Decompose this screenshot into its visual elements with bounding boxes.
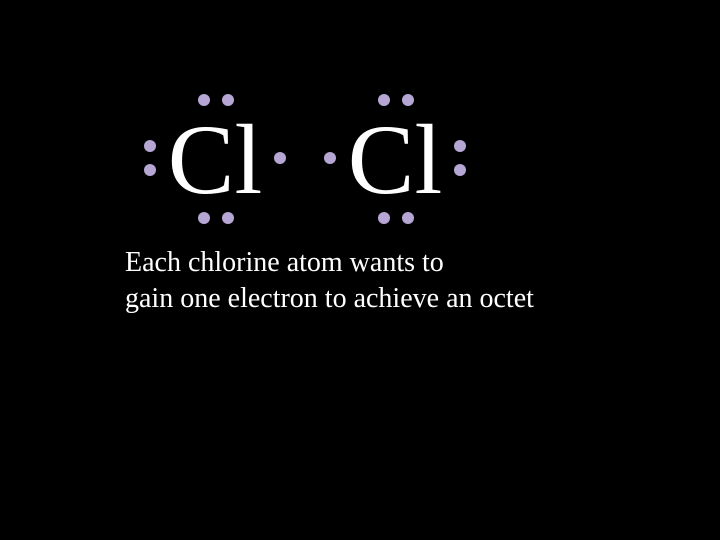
atom-symbol-right: Cl [348, 110, 442, 210]
electron-dot [222, 212, 234, 224]
electron-dot [378, 94, 390, 106]
electron-dot [378, 212, 390, 224]
atom-symbol-left: Cl [168, 110, 262, 210]
electron-dot [198, 212, 210, 224]
electron-dot [144, 164, 156, 176]
caption-text: Each chlorine atom wants to gain one ele… [125, 245, 534, 318]
atom-right: Cl [330, 100, 460, 220]
electron-dot [222, 94, 234, 106]
atom-left: Cl [150, 100, 280, 220]
electron-dot [402, 212, 414, 224]
electron-dot [144, 140, 156, 152]
electron-dot [454, 140, 466, 152]
caption-line-1: Each chlorine atom wants to [125, 245, 534, 281]
electron-dot [402, 94, 414, 106]
caption-line-2: gain one electron to achieve an octet [125, 281, 534, 317]
electron-dot [324, 152, 336, 164]
electron-dot [454, 164, 466, 176]
electron-dot [274, 152, 286, 164]
electron-dot [198, 94, 210, 106]
